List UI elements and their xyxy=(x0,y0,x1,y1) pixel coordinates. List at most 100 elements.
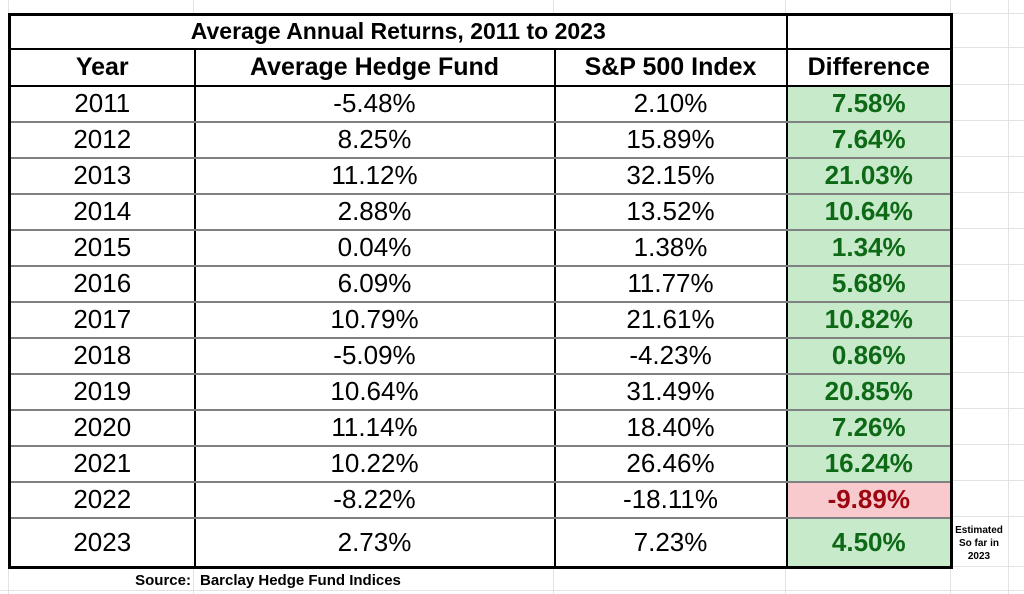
sp500-cell[interactable]: 1.38% xyxy=(553,228,788,267)
year-cell[interactable]: 2011 xyxy=(8,84,196,123)
difference-cell[interactable]: 0.86% xyxy=(785,336,953,375)
table-row-2012: 2012 8.25% 15.89% 7.64% xyxy=(8,120,953,159)
returns-table: Average Annual Returns, 2011 to 2023 Yea… xyxy=(8,13,954,569)
sp500-cell[interactable]: -4.23% xyxy=(553,336,788,375)
gridline xyxy=(193,566,194,594)
source-text: Barclay Hedge Fund Indices xyxy=(200,571,401,589)
year-cell[interactable]: 2012 xyxy=(8,120,196,159)
year-cell[interactable]: 2015 xyxy=(8,228,196,267)
year-cell[interactable]: 2018 xyxy=(8,336,196,375)
hedge-fund-cell[interactable]: 11.12% xyxy=(193,156,556,195)
sp500-cell[interactable]: 2.10% xyxy=(553,84,788,123)
gridline xyxy=(950,566,951,594)
difference-cell[interactable]: 10.82% xyxy=(785,300,953,339)
gridline xyxy=(950,480,1024,481)
col-header-year[interactable]: Year xyxy=(8,47,196,87)
sp500-cell[interactable]: 13.52% xyxy=(553,192,788,231)
difference-cell[interactable]: 1.34% xyxy=(785,228,953,267)
difference-cell[interactable]: 16.24% xyxy=(785,444,953,483)
year-cell[interactable]: 2023 xyxy=(8,516,196,569)
sp500-cell[interactable]: 21.61% xyxy=(553,300,788,339)
table-row-2023: 2023 2.73% 7.23% 4.50% xyxy=(8,516,953,569)
hedge-fund-cell[interactable]: 2.73% xyxy=(193,516,556,569)
gridline xyxy=(785,0,786,13)
difference-cell[interactable]: 7.64% xyxy=(785,120,953,159)
year-cell[interactable]: 2020 xyxy=(8,408,196,447)
gridline xyxy=(950,47,1024,48)
table-row-2015: 2015 0.04% 1.38% 1.34% xyxy=(8,228,953,267)
gridline xyxy=(950,408,1024,409)
gridline xyxy=(785,566,786,594)
sp500-cell[interactable]: 11.77% xyxy=(553,264,788,303)
gridline xyxy=(8,0,9,13)
table-row-2017: 2017 10.79% 21.61% 10.82% xyxy=(8,300,953,339)
difference-cell[interactable]: -9.89% xyxy=(785,480,953,519)
sp500-cell[interactable]: 15.89% xyxy=(553,120,788,159)
hedge-fund-cell[interactable]: 11.14% xyxy=(193,408,556,447)
table-row-2018: 2018 -5.09% -4.23% 0.86% xyxy=(8,336,953,375)
title-row: Average Annual Returns, 2011 to 2023 xyxy=(8,13,953,50)
col-header-difference[interactable]: Difference xyxy=(785,47,953,87)
col-header-sp500[interactable]: S&P 500 Index xyxy=(553,47,788,87)
source-note: Source: Barclay Hedge Fund Indices xyxy=(8,569,950,591)
difference-cell[interactable]: 7.26% xyxy=(785,408,953,447)
difference-cell[interactable]: 5.68% xyxy=(785,264,953,303)
year-cell[interactable]: 2019 xyxy=(8,372,196,411)
difference-cell[interactable]: 20.85% xyxy=(785,372,953,411)
year-cell[interactable]: 2017 xyxy=(8,300,196,339)
gridline xyxy=(553,0,554,13)
table-row-2022: 2022 -8.22% -18.11% -9.89% xyxy=(8,480,953,519)
hedge-fund-cell[interactable]: 10.64% xyxy=(193,372,556,411)
gridline xyxy=(950,516,1024,517)
hedge-fund-cell[interactable]: -8.22% xyxy=(193,480,556,519)
difference-cell[interactable]: 21.03% xyxy=(785,156,953,195)
hedge-fund-cell[interactable]: 8.25% xyxy=(193,120,556,159)
gridline xyxy=(950,228,1024,229)
table-row-2014: 2014 2.88% 13.52% 10.64% xyxy=(8,192,953,231)
col-header-hedge-fund[interactable]: Average Hedge Fund xyxy=(193,47,556,87)
estimate-note-line: So far in xyxy=(958,537,999,549)
difference-cell[interactable]: 7.58% xyxy=(785,84,953,123)
gridline xyxy=(950,372,1024,373)
table-row-2016: 2016 6.09% 11.77% 5.68% xyxy=(8,264,953,303)
gridline xyxy=(950,264,1024,265)
gridline xyxy=(950,336,1024,337)
gridline xyxy=(950,156,1024,157)
table-title[interactable]: Average Annual Returns, 2011 to 2023 xyxy=(8,13,788,50)
sp500-cell[interactable]: -18.11% xyxy=(553,480,788,519)
hedge-fund-cell[interactable]: 10.22% xyxy=(193,444,556,483)
gridline xyxy=(193,0,194,13)
year-cell[interactable]: 2013 xyxy=(8,156,196,195)
estimate-note: Estimated So far in 2023 xyxy=(950,519,1008,567)
hedge-fund-cell[interactable]: 0.04% xyxy=(193,228,556,267)
gridline xyxy=(950,192,1024,193)
sp500-cell[interactable]: 26.46% xyxy=(553,444,788,483)
year-cell[interactable]: 2021 xyxy=(8,444,196,483)
sp500-cell[interactable]: 18.40% xyxy=(553,408,788,447)
year-cell[interactable]: 2016 xyxy=(8,264,196,303)
header-row: Year Average Hedge Fund S&P 500 Index Di… xyxy=(8,47,953,87)
hedge-fund-cell[interactable]: 10.79% xyxy=(193,300,556,339)
gridline xyxy=(950,0,951,13)
year-cell[interactable]: 2014 xyxy=(8,192,196,231)
gridline xyxy=(950,300,1024,301)
difference-cell[interactable]: 4.50% xyxy=(785,516,953,569)
difference-cell[interactable]: 10.64% xyxy=(785,192,953,231)
table-row-2020: 2020 11.14% 18.40% 7.26% xyxy=(8,408,953,447)
table-row-2019: 2019 10.64% 31.49% 20.85% xyxy=(8,372,953,411)
estimate-note-line: Estimated xyxy=(955,524,1003,536)
gridline xyxy=(1008,0,1009,594)
title-spacer-cell[interactable] xyxy=(786,13,953,50)
gridline xyxy=(0,590,1024,591)
hedge-fund-cell[interactable]: -5.48% xyxy=(193,84,556,123)
sp500-cell[interactable]: 32.15% xyxy=(553,156,788,195)
hedge-fund-cell[interactable]: 6.09% xyxy=(193,264,556,303)
hedge-fund-cell[interactable]: -5.09% xyxy=(193,336,556,375)
year-cell[interactable]: 2022 xyxy=(8,480,196,519)
sp500-cell[interactable]: 7.23% xyxy=(553,516,788,569)
hedge-fund-cell[interactable]: 2.88% xyxy=(193,192,556,231)
gridline xyxy=(950,120,1024,121)
gridline xyxy=(950,84,1024,85)
source-label: Source: xyxy=(135,571,191,589)
sp500-cell[interactable]: 31.49% xyxy=(553,372,788,411)
